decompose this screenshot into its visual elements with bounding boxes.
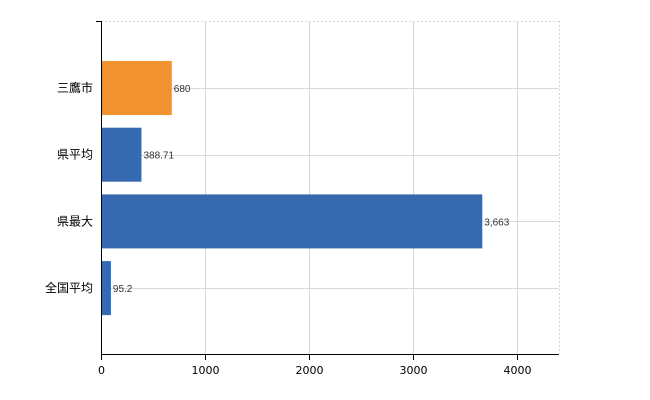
bars: [101, 61, 483, 316]
x-tick-label: 4000: [504, 364, 532, 377]
grid-lines: [101, 21, 560, 354]
bar: [101, 194, 483, 249]
x-tick-label: 1000: [192, 364, 220, 377]
data-label: 388.71: [143, 151, 174, 162]
category-label: 三鷹市: [57, 80, 93, 95]
category-label: 県平均: [57, 148, 93, 162]
x-tick-label: 0: [98, 364, 105, 377]
bar: [101, 127, 142, 182]
x-tick-label: 2000: [296, 364, 324, 377]
axes: [101, 21, 559, 355]
data-label: 95.2: [113, 284, 133, 295]
data-labels: 680 388.71 3,663 95.2: [113, 84, 510, 295]
x-tick-label: 3000: [400, 364, 428, 377]
x-axis-ticks: 0 1000 2000 3000 4000: [96, 21, 532, 377]
data-label: 680: [174, 84, 191, 95]
data-label: 3,663: [484, 217, 509, 228]
bar: [101, 61, 172, 115]
bar: [101, 261, 111, 316]
category-label: 県最大: [57, 214, 93, 228]
category-label: 全国平均: [45, 280, 93, 295]
